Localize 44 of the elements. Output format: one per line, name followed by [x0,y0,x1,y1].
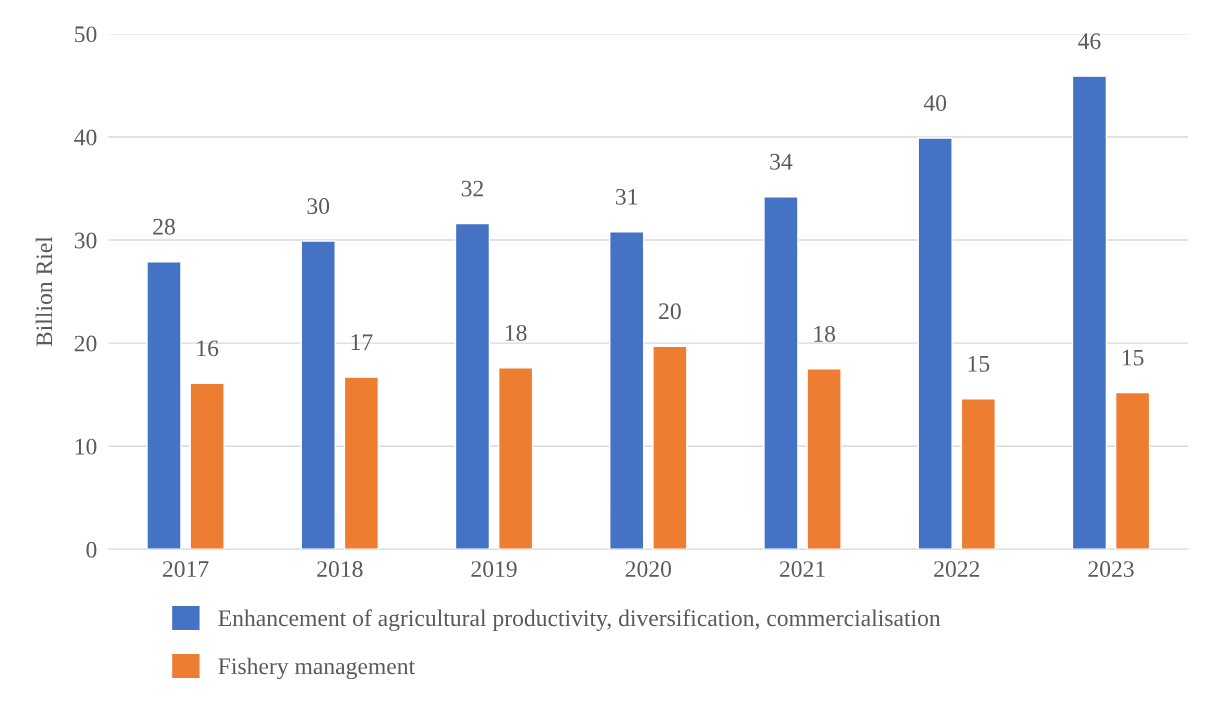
bar [300,240,336,550]
x-tick-label: 2017 [163,561,209,577]
bar [146,260,182,550]
bar [343,376,380,550]
bar [960,398,997,550]
data-label: 34 [770,153,793,170]
y-tick-label: 50 [75,26,97,43]
bar [917,137,953,550]
data-label: 18 [814,325,836,342]
y-tick-label: 30 [74,232,97,249]
x-tick-label: 2022 [934,561,980,577]
data-label: 20 [659,303,681,320]
y-tick-label: 20 [74,335,97,352]
x-tick-label: 2023 [1088,561,1134,577]
bar [189,382,225,550]
bar [1071,75,1108,550]
bar [497,367,534,550]
y-tick-label: 0 [86,541,97,558]
bar [1114,391,1151,550]
data-label: 16 [197,340,219,357]
x-tick-label: 2018 [317,561,363,577]
data-label: 15 [1122,349,1144,366]
bar [454,222,491,550]
data-label: 30 [307,198,330,215]
legend-label: Fishery management [218,657,415,680]
bar [763,196,799,550]
y-tick-label: 40 [74,129,97,146]
data-label: 17 [351,334,373,350]
data-label: 18 [505,324,527,341]
data-label: 40 [923,95,947,111]
y-axis-title: Billion Riel [35,236,53,347]
x-tick-label: 2019 [471,561,517,577]
data-label: 46 [1078,33,1101,50]
legend-label: Enhancement of agricultural productivity, diversification, commercialisation [218,609,941,632]
data-label: 15 [968,355,990,372]
bar [609,231,645,550]
bar [806,368,842,550]
data-label: 28 [153,218,175,235]
data-label: 32 [461,180,483,197]
y-tick-label: 10 [75,438,97,455]
x-tick-label: 2021 [779,561,825,577]
data-label: 31 [616,188,638,205]
x-tick-label: 2020 [625,561,671,577]
bar [652,345,688,550]
